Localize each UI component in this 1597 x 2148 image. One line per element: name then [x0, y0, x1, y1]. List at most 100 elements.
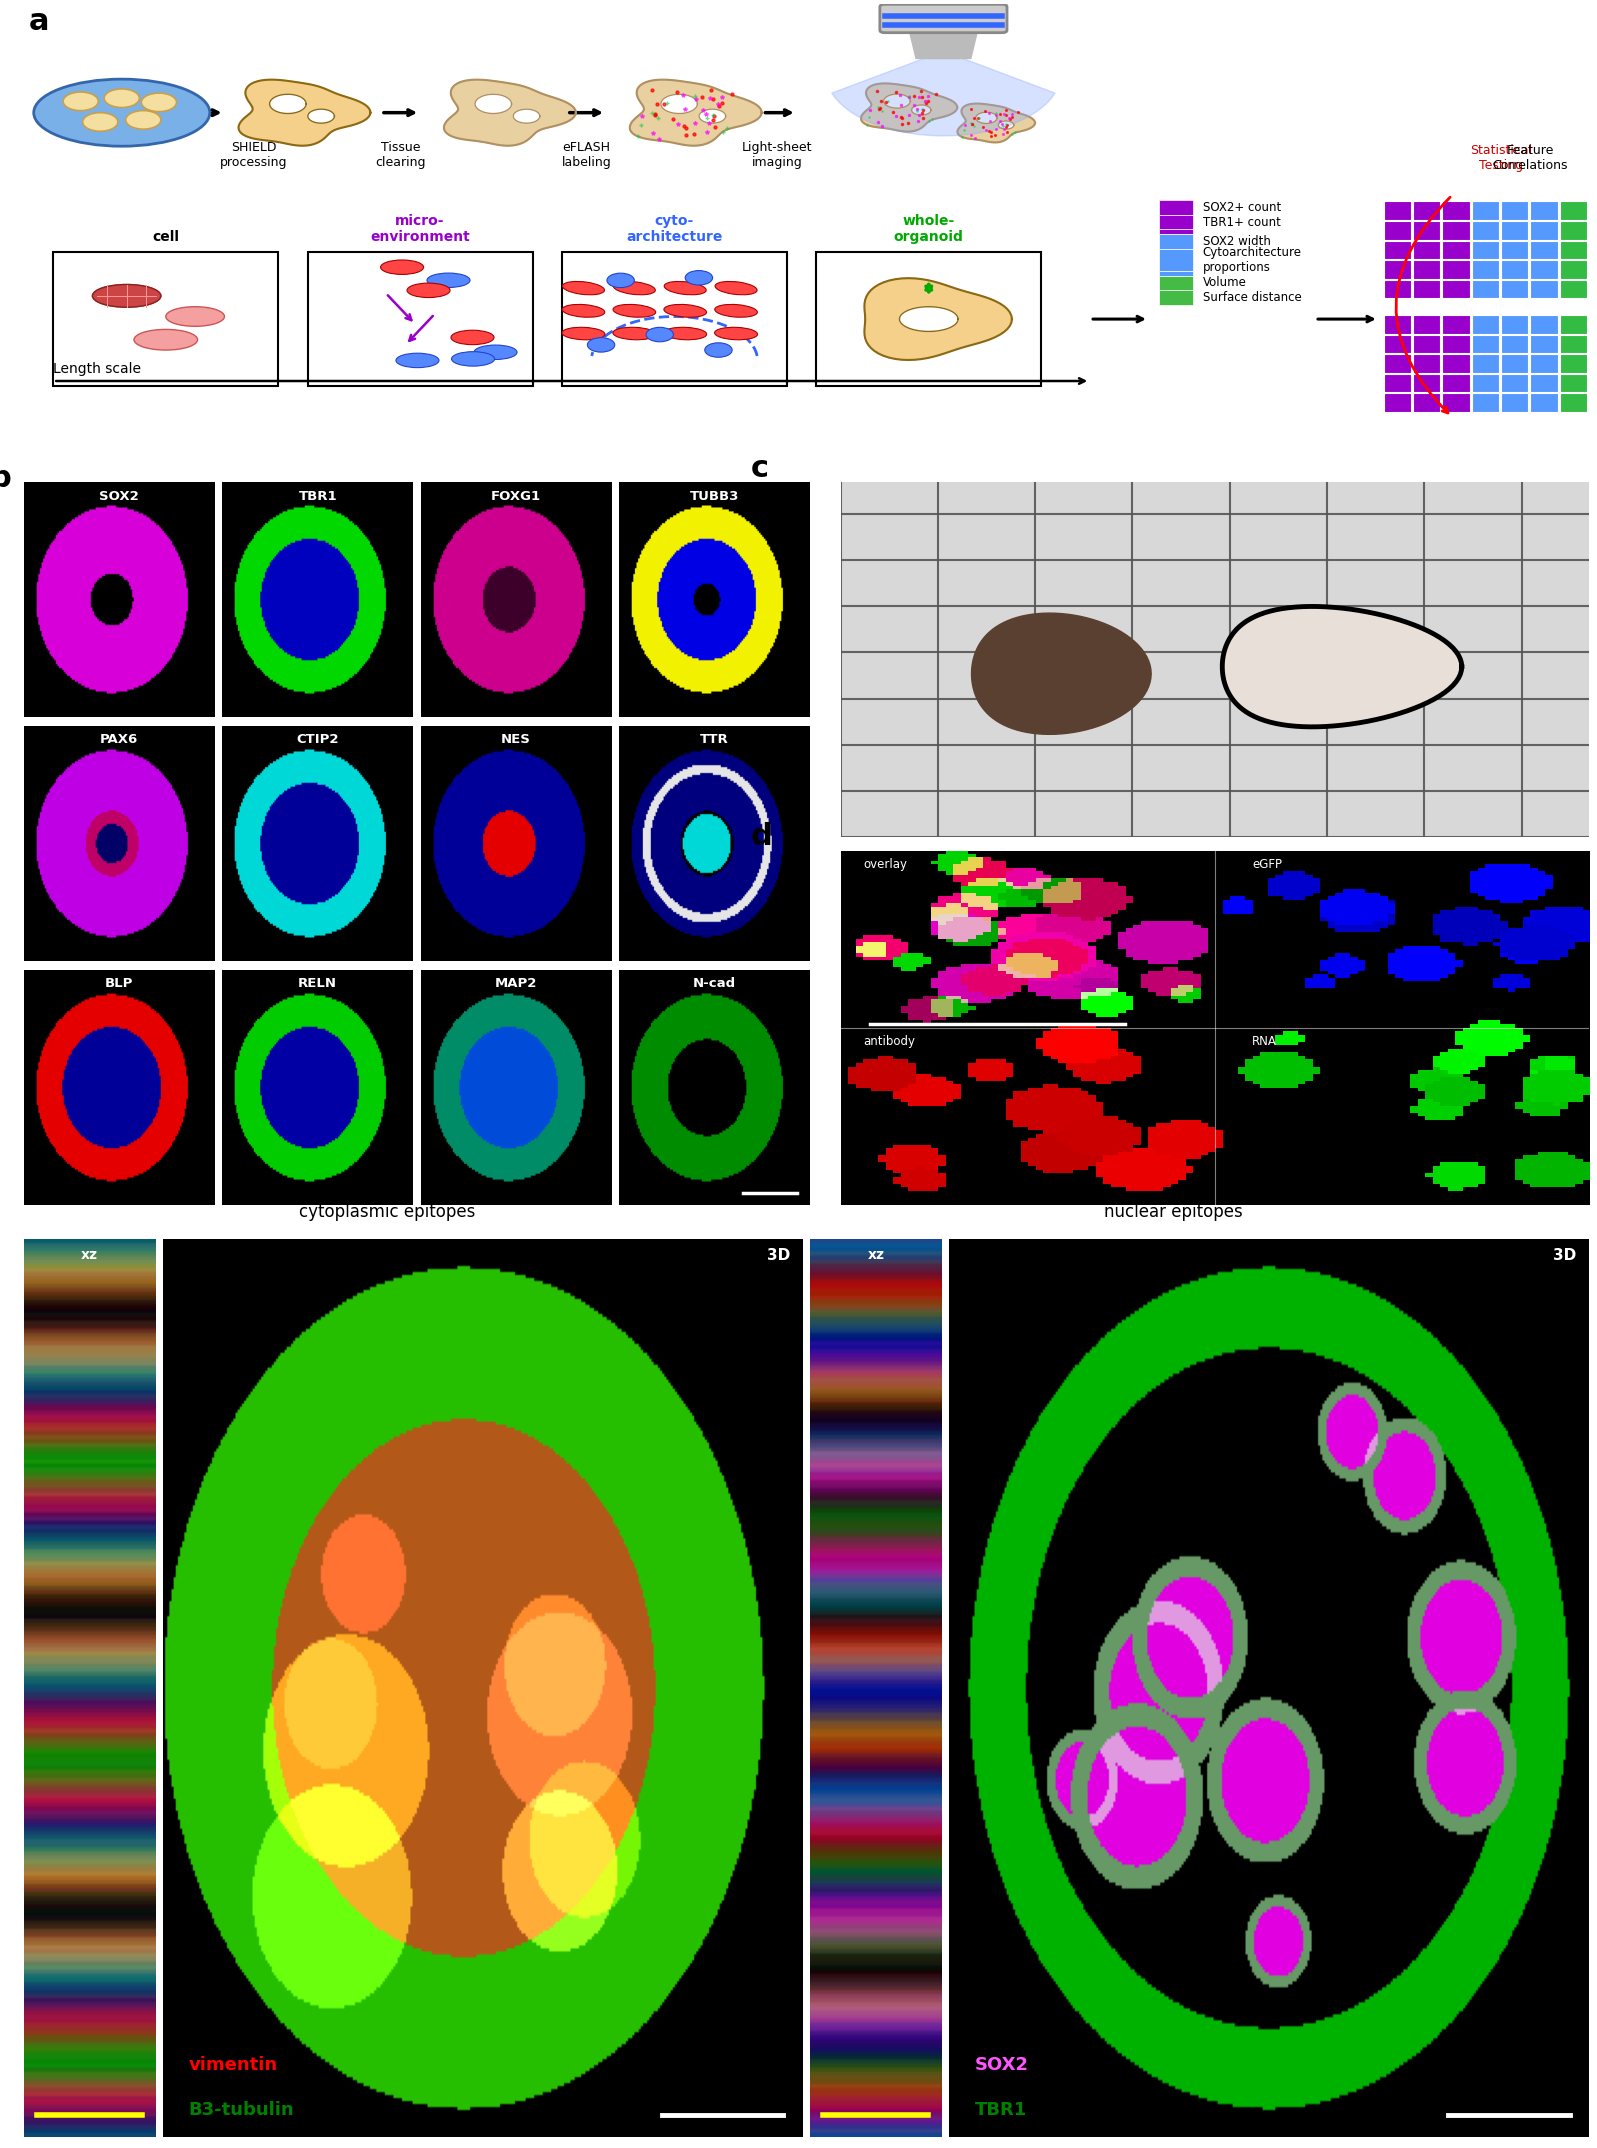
Text: antibody: antibody [862, 1035, 915, 1048]
FancyBboxPatch shape [1530, 260, 1557, 279]
Polygon shape [832, 58, 1056, 135]
FancyBboxPatch shape [1413, 335, 1440, 352]
FancyBboxPatch shape [1530, 241, 1557, 260]
Text: micro-
environment: micro- environment [371, 215, 470, 245]
FancyBboxPatch shape [1589, 335, 1597, 352]
FancyBboxPatch shape [1530, 335, 1557, 352]
FancyBboxPatch shape [1589, 354, 1597, 374]
FancyBboxPatch shape [1472, 393, 1500, 412]
FancyBboxPatch shape [1472, 354, 1500, 374]
Ellipse shape [715, 305, 757, 318]
Polygon shape [864, 279, 1012, 361]
FancyBboxPatch shape [1158, 234, 1193, 249]
Ellipse shape [714, 326, 757, 339]
FancyBboxPatch shape [1560, 202, 1587, 219]
FancyBboxPatch shape [1560, 279, 1587, 299]
FancyBboxPatch shape [308, 251, 533, 387]
FancyBboxPatch shape [1589, 260, 1597, 279]
Text: b: b [0, 464, 11, 492]
Polygon shape [909, 30, 977, 58]
FancyBboxPatch shape [1383, 260, 1412, 279]
FancyBboxPatch shape [1530, 393, 1557, 412]
FancyBboxPatch shape [1560, 316, 1587, 333]
Polygon shape [661, 95, 698, 114]
FancyBboxPatch shape [1501, 374, 1528, 393]
FancyBboxPatch shape [1501, 202, 1528, 219]
FancyBboxPatch shape [1501, 241, 1528, 260]
Ellipse shape [166, 307, 225, 326]
FancyBboxPatch shape [1442, 316, 1469, 333]
Text: TBR1: TBR1 [974, 2101, 1027, 2118]
FancyBboxPatch shape [1158, 230, 1193, 234]
Text: SOX2 width: SOX2 width [1203, 234, 1271, 249]
Ellipse shape [380, 260, 423, 275]
Circle shape [607, 273, 634, 288]
Text: Feature
Correlations: Feature Correlations [1493, 144, 1568, 172]
Polygon shape [883, 95, 910, 107]
FancyBboxPatch shape [1383, 393, 1412, 412]
FancyBboxPatch shape [1442, 393, 1469, 412]
FancyBboxPatch shape [1560, 241, 1587, 260]
Circle shape [685, 271, 712, 286]
Text: TBR1: TBR1 [299, 490, 337, 503]
Ellipse shape [715, 281, 757, 294]
FancyBboxPatch shape [1501, 260, 1528, 279]
FancyBboxPatch shape [1413, 374, 1440, 393]
Circle shape [141, 92, 177, 112]
FancyBboxPatch shape [1560, 393, 1587, 412]
Text: RELN: RELN [299, 977, 337, 990]
Text: N-cad: N-cad [693, 977, 736, 990]
Text: eGFP: eGFP [1252, 857, 1282, 870]
Polygon shape [971, 612, 1151, 735]
Polygon shape [444, 79, 577, 146]
Ellipse shape [450, 331, 493, 344]
Polygon shape [958, 103, 1035, 142]
FancyBboxPatch shape [1472, 316, 1500, 333]
Ellipse shape [426, 273, 470, 288]
FancyBboxPatch shape [1442, 354, 1469, 374]
FancyBboxPatch shape [1472, 202, 1500, 219]
FancyBboxPatch shape [1413, 393, 1440, 412]
Text: 3D: 3D [1552, 1248, 1576, 1263]
Circle shape [64, 92, 99, 110]
Ellipse shape [562, 281, 605, 294]
FancyBboxPatch shape [1589, 316, 1597, 333]
Ellipse shape [396, 352, 439, 367]
Text: 3D: 3D [767, 1248, 791, 1263]
Polygon shape [1222, 606, 1461, 726]
Text: FOXG1: FOXG1 [490, 490, 541, 503]
Text: MAP2: MAP2 [495, 977, 537, 990]
Polygon shape [270, 95, 307, 114]
FancyBboxPatch shape [1158, 290, 1193, 305]
Ellipse shape [134, 329, 198, 350]
FancyBboxPatch shape [1413, 316, 1440, 333]
FancyBboxPatch shape [1530, 221, 1557, 241]
Text: vimentin: vimentin [188, 2056, 278, 2075]
FancyBboxPatch shape [1413, 279, 1440, 299]
Text: xz: xz [867, 1248, 885, 1263]
Circle shape [104, 88, 139, 107]
Text: SOX2: SOX2 [974, 2056, 1028, 2075]
FancyBboxPatch shape [1501, 354, 1528, 374]
FancyBboxPatch shape [1560, 374, 1587, 393]
FancyBboxPatch shape [1589, 221, 1597, 241]
FancyBboxPatch shape [1383, 279, 1412, 299]
Text: SHIELD
processing: SHIELD processing [220, 142, 287, 170]
Text: c: c [751, 453, 768, 483]
FancyBboxPatch shape [1501, 221, 1528, 241]
FancyBboxPatch shape [1158, 275, 1193, 290]
Circle shape [704, 344, 731, 357]
Text: TUBB3: TUBB3 [690, 490, 739, 503]
Ellipse shape [93, 284, 161, 307]
FancyBboxPatch shape [1442, 335, 1469, 352]
FancyBboxPatch shape [1530, 354, 1557, 374]
Text: nuclear epitopes: nuclear epitopes [1104, 1203, 1242, 1222]
Ellipse shape [562, 305, 605, 318]
FancyBboxPatch shape [1413, 221, 1440, 241]
Text: Cytoarchitecture
proportions: Cytoarchitecture proportions [1203, 245, 1302, 273]
FancyBboxPatch shape [1413, 241, 1440, 260]
Text: CTIP2: CTIP2 [297, 732, 339, 748]
FancyBboxPatch shape [1560, 354, 1587, 374]
Circle shape [126, 110, 161, 129]
FancyBboxPatch shape [1413, 260, 1440, 279]
